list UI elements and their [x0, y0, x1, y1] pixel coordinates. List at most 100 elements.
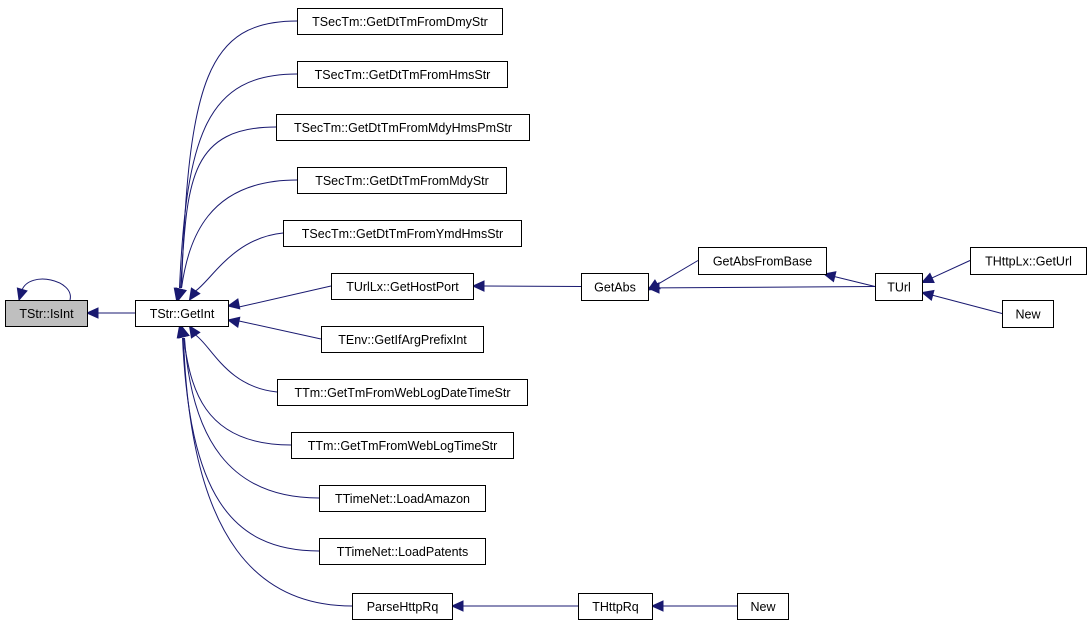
arrowhead: [188, 324, 201, 339]
node-new1[interactable]: New: [737, 593, 789, 620]
edge-line: [21, 278, 71, 301]
edge-line: [834, 276, 876, 287]
edge-turl-to-getabsbase: [822, 271, 876, 287]
edge-line: [180, 126, 277, 289]
edge-ifarg-to-getint: [226, 316, 322, 340]
edge-line: [931, 260, 971, 279]
node-label: TTimeNet::LoadPatents: [337, 545, 469, 559]
node-patents[interactable]: TTimeNet::LoadPatents: [319, 538, 486, 565]
node-box: [970, 247, 1087, 275]
node-hms[interactable]: TSecTm::GetDtTmFromHmsStr: [297, 61, 508, 88]
nodes: TStr::IsInt TStr::GetInt TSecTm::GetDtTmFr…: [5, 8, 1087, 620]
node-mdyhmspm[interactable]: TSecTm::GetDtTmFromMdyHmsPmStr: [276, 114, 530, 141]
arrowhead: [85, 307, 99, 319]
node-box: [578, 593, 653, 620]
node-label: New: [750, 600, 776, 614]
node-box: [297, 8, 503, 35]
node-label: TStr::IsInt: [19, 307, 74, 321]
node-amazon[interactable]: TTimeNet::LoadAmazon: [319, 485, 486, 512]
node-label: TSecTm::GetDtTmFromMdyHmsPmStr: [294, 121, 512, 135]
edge-weblogt-to-getint: [177, 324, 292, 446]
edge-amazon-to-getint: [178, 324, 320, 499]
node-getint[interactable]: TStr::GetInt: [135, 300, 229, 327]
node-ifarg[interactable]: TEnv::GetIfArgPrefixInt: [321, 326, 484, 353]
arrowhead: [16, 287, 28, 302]
edge-line: [179, 73, 298, 289]
node-thttprq[interactable]: THttpRq: [578, 593, 653, 620]
node-label: TUrlLx::GetHostPort: [346, 280, 459, 294]
node-geturl[interactable]: THttpLx::GetUrl: [970, 247, 1087, 275]
edge-line: [238, 320, 322, 340]
node-box: [5, 300, 88, 327]
node-box: [581, 273, 649, 301]
node-label: TUrl: [887, 281, 911, 295]
node-box: [698, 247, 827, 275]
edge-hms-to-getint: [173, 73, 298, 302]
edge-new1-to-thttprq: [650, 600, 737, 612]
edge-line: [181, 20, 298, 289]
edge-parsehttp-to-getint: [177, 324, 353, 607]
arrowhead: [450, 600, 464, 612]
node-getabsbase[interactable]: GetAbsFromBase: [698, 247, 827, 275]
node-box: [277, 379, 528, 406]
node-parsehttp[interactable]: ParseHttpRq: [352, 593, 453, 620]
node-label: TTm::GetTmFromWebLogDateTimeStr: [294, 386, 510, 400]
edge-line: [658, 286, 876, 289]
node-weblogt[interactable]: TTm::GetTmFromWebLogTimeStr: [291, 432, 514, 459]
arrowhead: [177, 324, 189, 339]
node-new2[interactable]: New: [1002, 300, 1054, 328]
edge-hostport-to-getint: [226, 285, 332, 310]
node-dmy[interactable]: TSecTm::GetDtTmFromDmyStr: [297, 8, 503, 35]
node-label: TSecTm::GetDtTmFromHmsStr: [315, 68, 491, 82]
node-label: GetAbsFromBase: [713, 255, 812, 269]
node-hostport[interactable]: TUrlLx::GetHostPort: [331, 273, 474, 300]
edge-line: [183, 337, 353, 607]
node-box: [1002, 300, 1054, 328]
edge-line: [195, 334, 278, 393]
edge-line: [195, 232, 284, 292]
node-box: [737, 593, 789, 620]
node-label: TSecTm::GetDtTmFromMdyStr: [315, 174, 489, 188]
edge-getabs-to-hostport: [471, 280, 582, 292]
edge-turl-to-getabs: [646, 282, 876, 294]
node-isint[interactable]: TStr::IsInt: [5, 300, 88, 327]
node-label: THttpRq: [592, 600, 639, 614]
node-box: [283, 220, 522, 247]
arrowhead: [920, 272, 935, 284]
arrowhead: [175, 287, 187, 302]
edges: [16, 20, 1003, 612]
arrowhead: [226, 298, 241, 310]
edge-weblogdt-to-getint: [188, 324, 278, 393]
edge-line: [181, 179, 298, 289]
node-box: [352, 593, 453, 620]
edge-getint-to-isint: [85, 307, 135, 319]
node-label: THttpLx::GetUrl: [985, 255, 1072, 269]
node-weblogdt[interactable]: TTm::GetTmFromWebLogDateTimeStr: [277, 379, 528, 406]
node-mdy[interactable]: TSecTm::GetDtTmFromMdyStr: [297, 167, 507, 194]
edge-new2-to-turl: [920, 289, 1003, 314]
arrowhead: [226, 316, 241, 328]
node-box: [321, 326, 484, 353]
edge-mdy-to-getint: [175, 179, 298, 302]
node-box: [276, 114, 530, 141]
node-label: TEnv::GetIfArgPrefixInt: [338, 333, 467, 347]
node-getabs[interactable]: GetAbs: [581, 273, 649, 301]
node-box: [319, 538, 486, 565]
arrowhead: [188, 287, 201, 302]
node-label: New: [1015, 308, 1041, 322]
node-ymdhms[interactable]: TSecTm::GetDtTmFromYmdHmsStr: [283, 220, 522, 247]
edge-line: [238, 285, 332, 308]
arrowhead: [471, 280, 485, 292]
node-label: ParseHttpRq: [367, 600, 439, 614]
node-label: TSecTm::GetDtTmFromYmdHmsStr: [302, 227, 503, 241]
node-box: [297, 61, 508, 88]
edge-thttprq-to-parsehttp: [450, 600, 578, 612]
arrowhead: [650, 600, 664, 612]
arrowhead: [920, 289, 935, 302]
edge-isint-to-isint: [16, 278, 71, 302]
node-turl[interactable]: TUrl: [875, 273, 923, 301]
node-label: TTm::GetTmFromWebLogTimeStr: [308, 439, 498, 453]
node-box: [319, 485, 486, 512]
node-box: [291, 432, 514, 459]
